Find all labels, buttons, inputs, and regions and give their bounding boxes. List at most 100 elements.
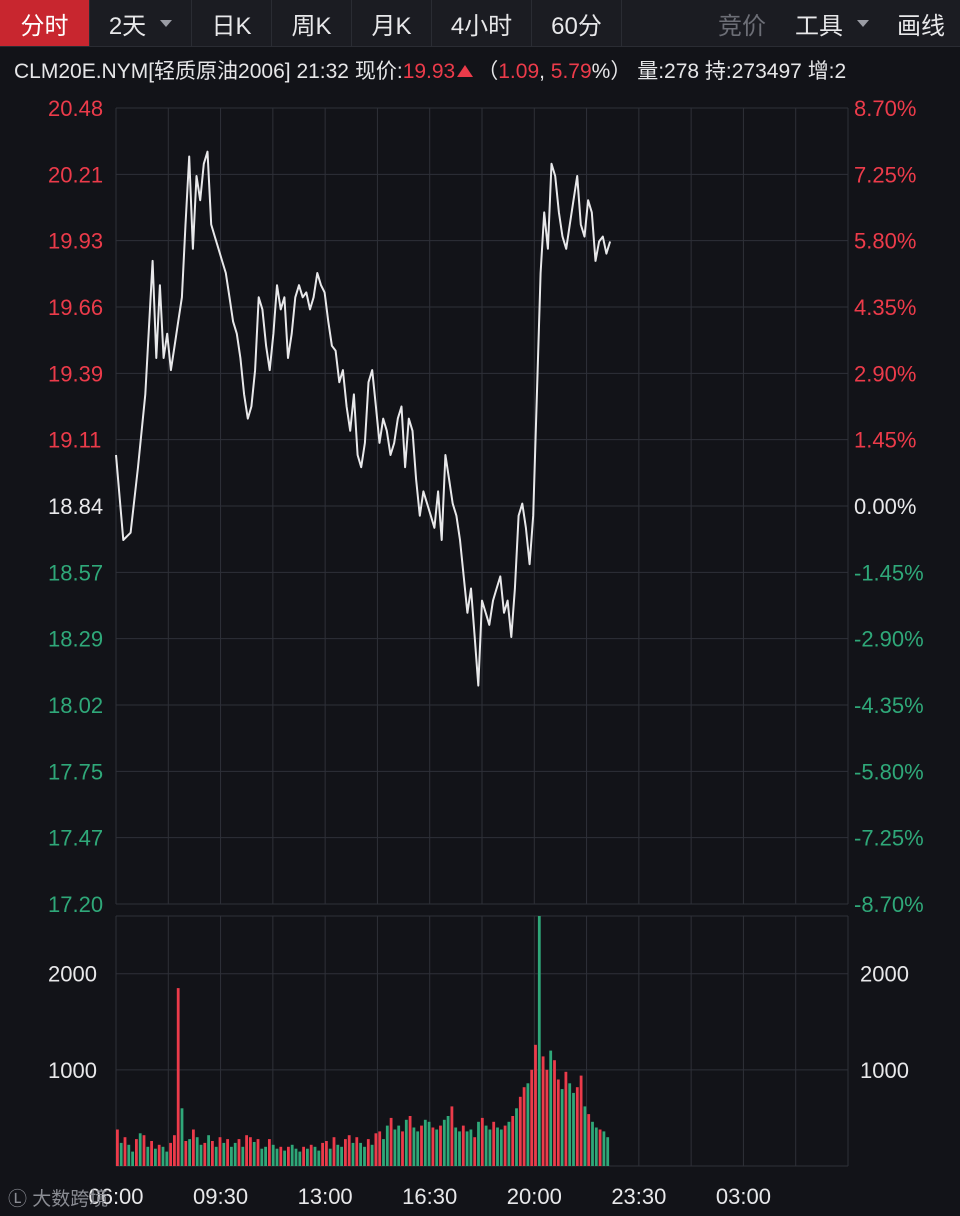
volume-bar xyxy=(579,1075,583,1166)
volume-bar xyxy=(313,1146,317,1166)
volume-bar xyxy=(496,1127,499,1166)
volume-bar xyxy=(370,1144,374,1166)
volume-bar xyxy=(480,1117,484,1166)
pct-tick-label: -7.25% xyxy=(854,826,924,851)
volume-bar xyxy=(404,1119,408,1166)
price-label: 现价: xyxy=(354,60,403,83)
volume-bar xyxy=(252,1142,256,1166)
price-tick-label: 17.75 xyxy=(48,759,103,784)
volume-bar xyxy=(180,1108,184,1166)
volume-bar xyxy=(233,1142,237,1166)
volume-bar xyxy=(503,1125,507,1166)
volume-bar xyxy=(325,1141,328,1166)
price-tick-label: 18.02 xyxy=(48,693,103,718)
volume-bar xyxy=(492,1121,496,1166)
pct-tick-label: 7.25% xyxy=(854,162,916,187)
volume-bar xyxy=(488,1129,492,1166)
price-tick-label: 19.66 xyxy=(48,295,103,320)
auction-button[interactable]: 竞价 xyxy=(718,12,766,40)
volume-bar xyxy=(207,1135,210,1166)
volume-bar xyxy=(218,1137,222,1166)
volume-bar xyxy=(173,1135,176,1166)
pct-tick-label: 8.70% xyxy=(854,96,916,121)
volume-bar xyxy=(355,1137,359,1166)
time-tick-label: 23:30 xyxy=(611,1184,666,1209)
volume-tick-label: 2000 xyxy=(860,962,909,987)
volume-bar xyxy=(549,1050,553,1166)
volume-bar xyxy=(154,1148,157,1166)
price-tick-label: 19.93 xyxy=(48,229,103,254)
volume-bar xyxy=(123,1137,127,1166)
volume-tick-label: 1000 xyxy=(48,1058,97,1083)
volume-bar xyxy=(484,1125,488,1166)
volume-bar xyxy=(214,1146,218,1166)
price-tick-label: 20.48 xyxy=(48,96,103,121)
price-axis-left: 20.48 20.21 19.93 19.66 19.39 19.11 18.84 18.57… xyxy=(48,96,103,917)
volume-bar xyxy=(374,1133,378,1166)
volume-bar xyxy=(385,1125,389,1166)
volume-bar xyxy=(226,1139,229,1166)
volume-bar xyxy=(165,1151,169,1166)
tab-two-day[interactable]: 2天 xyxy=(90,0,192,46)
volume-bar xyxy=(427,1121,431,1166)
price-tick-label: 19.11 xyxy=(48,428,101,453)
tab-daily-k[interactable]: 日K xyxy=(192,0,272,46)
volume-bar xyxy=(298,1151,302,1166)
volume-bar xyxy=(564,1071,568,1166)
volume-bar xyxy=(176,988,180,1166)
tab-4-hour[interactable]: 4小时 xyxy=(432,0,532,46)
volume-bar xyxy=(461,1125,465,1166)
volume-bar xyxy=(336,1144,340,1166)
volume-bar xyxy=(222,1142,226,1166)
volume-bar xyxy=(530,1069,534,1166)
time-tick-label: 20:00 xyxy=(507,1184,562,1209)
time-tick-label: 03:00 xyxy=(716,1184,771,1209)
volume-bar xyxy=(515,1108,518,1166)
volume-bar xyxy=(602,1131,606,1166)
volume-bar xyxy=(568,1083,572,1166)
volume-bar xyxy=(131,1151,134,1166)
volume-bar xyxy=(302,1146,305,1166)
volume-bar xyxy=(146,1146,150,1166)
volume-bar xyxy=(537,916,541,1166)
volume-bar xyxy=(249,1137,252,1166)
tab-weekly-k[interactable]: 周K xyxy=(272,0,352,46)
volume-bar xyxy=(363,1146,366,1166)
time-tick-label: 09:30 xyxy=(193,1184,248,1209)
volume-bar xyxy=(572,1092,575,1166)
volume-bar xyxy=(598,1129,602,1166)
volume-bar xyxy=(431,1127,435,1166)
volume-bar xyxy=(340,1146,343,1166)
tools-button[interactable]: 工具 xyxy=(782,0,882,46)
volume-bar xyxy=(477,1121,480,1166)
volume-bar xyxy=(465,1131,469,1166)
volume-bar xyxy=(116,1129,119,1166)
pct-tick-label: -2.90% xyxy=(854,627,924,652)
volume-bar xyxy=(553,1060,556,1166)
volume-bar xyxy=(594,1127,598,1166)
pct-tick-label: 5.80% xyxy=(854,229,916,254)
volume-bar xyxy=(138,1133,142,1166)
volume-bar xyxy=(397,1125,401,1166)
volume-bar xyxy=(606,1137,610,1166)
volume-bar xyxy=(192,1129,195,1166)
price-tick-label: 17.20 xyxy=(48,892,103,917)
change-separator: , xyxy=(539,60,551,83)
volume-bar xyxy=(454,1127,458,1166)
price-tick-label: 19.39 xyxy=(48,361,103,386)
price-tick-label: 18.57 xyxy=(48,560,103,585)
tab-intraday[interactable]: 分时 xyxy=(0,0,90,46)
volume-bar xyxy=(328,1148,332,1166)
price-line xyxy=(115,150,612,687)
volume-bar xyxy=(317,1150,321,1166)
tab-60-min[interactable]: 60分 xyxy=(532,0,622,46)
volume-bar xyxy=(188,1139,191,1166)
volume-readout: 量:278 xyxy=(637,60,700,83)
draw-line-button[interactable]: 画线 xyxy=(897,12,945,40)
volume-bar xyxy=(545,1069,549,1166)
volume-bar xyxy=(359,1142,362,1166)
tab-monthly-k[interactable]: 月K xyxy=(352,0,432,46)
volume-bar xyxy=(256,1139,260,1166)
volume-axis: 2000 2000 1000 1000 xyxy=(48,962,909,1083)
